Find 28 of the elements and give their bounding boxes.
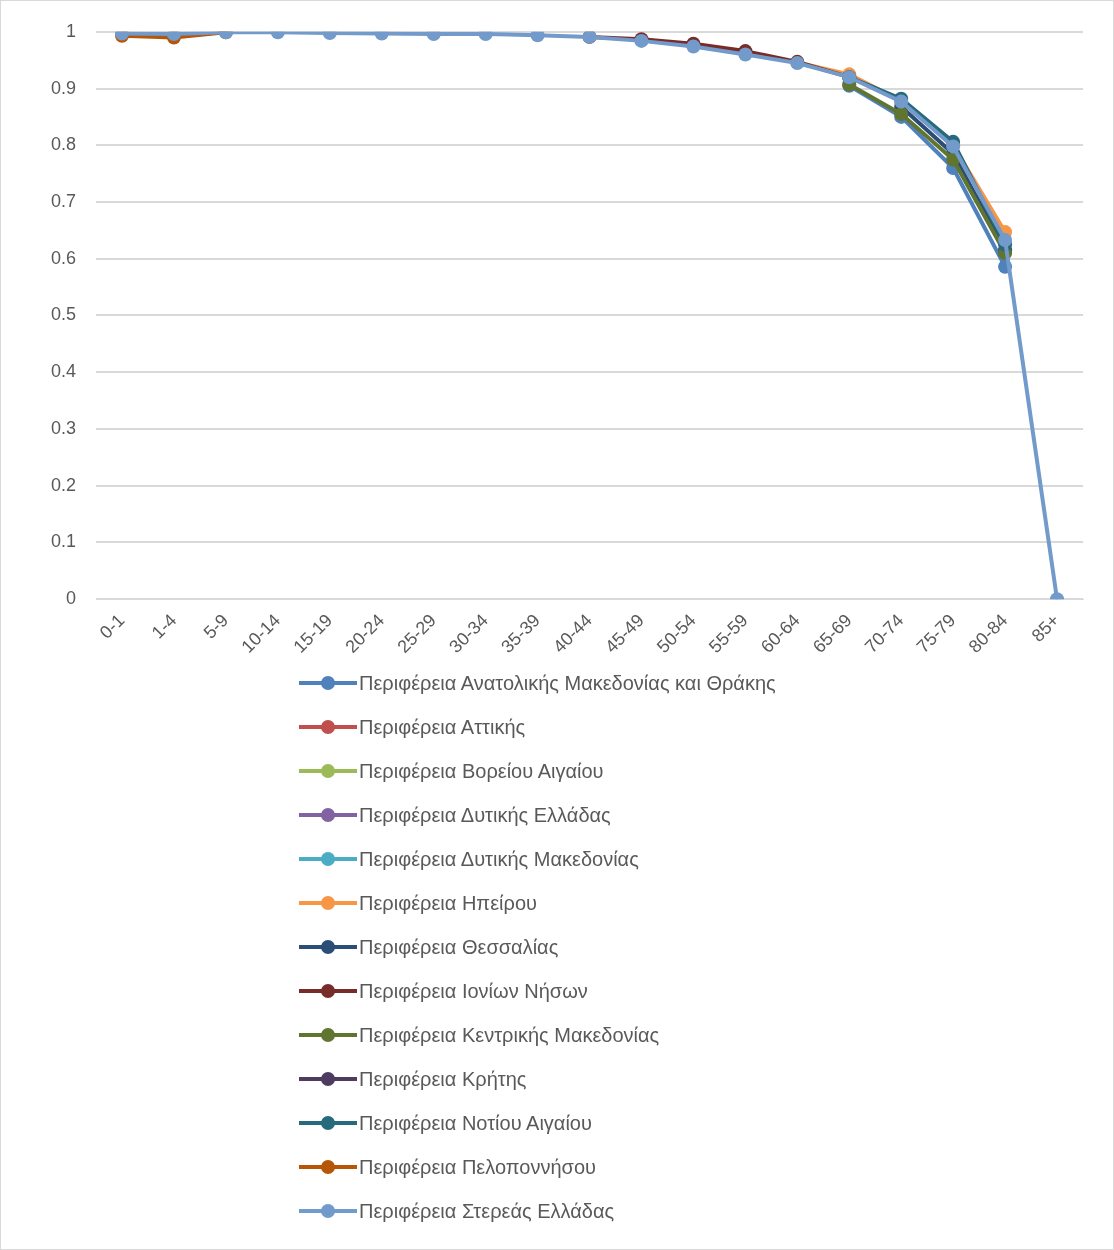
y-tick-label: 0.1 [50,531,77,552]
legend-label: Περιφέρεια Βορείου Αιγαίου [359,759,604,783]
y-tick-label: 0 [66,588,77,609]
y-tick-label: 0.3 [50,417,77,438]
y-tick-label: 0.9 [50,77,77,98]
legend-label: Περιφέρεια Κρήτης [359,1067,527,1091]
y-tick-label: 0.4 [50,361,77,382]
legend-label: Περιφέρεια Ιονίων Νήσων [359,979,588,1003]
x-tick-label: 85+ [1027,610,1064,646]
legend-label: Περιφέρεια Δυτικής Ελλάδας [359,803,611,827]
legend-label: Περιφέρεια Δυτικής Μακεδονίας [359,847,639,871]
y-tick-label: 0.6 [50,247,77,268]
y-tick-label: 0.5 [50,304,77,325]
x-tick-label: 0-1 [95,610,129,643]
y-tick-label: 0.7 [50,190,77,211]
x-tick-label: 5-9 [199,610,233,643]
legend-label: Περιφέρεια Πελοποννήσου [359,1155,596,1179]
y-tick-label: 1 [66,20,77,41]
y-tick-label: 0.2 [50,474,77,495]
legend-label: Περιφέρεια Ηπείρου [359,891,537,915]
x-tick-label: 1-4 [147,610,181,643]
legend-label: Περιφέρεια Κεντρικής Μακεδονίας [359,1023,660,1047]
y-tick-label: 0.8 [50,134,77,155]
legend-label: Περιφέρεια Νοτίου Αιγαίου [359,1111,592,1135]
legend-label: Περιφέρεια Στερεάς Ελλάδας [359,1199,615,1223]
legend-label: Περιφέρεια Αττικής [359,715,526,739]
legend-label: Περιφέρεια Θεσσαλίας [359,935,559,959]
legend-label: Περιφέρεια Ανατολικής Μακεδονίας και Θράκης [359,671,776,695]
